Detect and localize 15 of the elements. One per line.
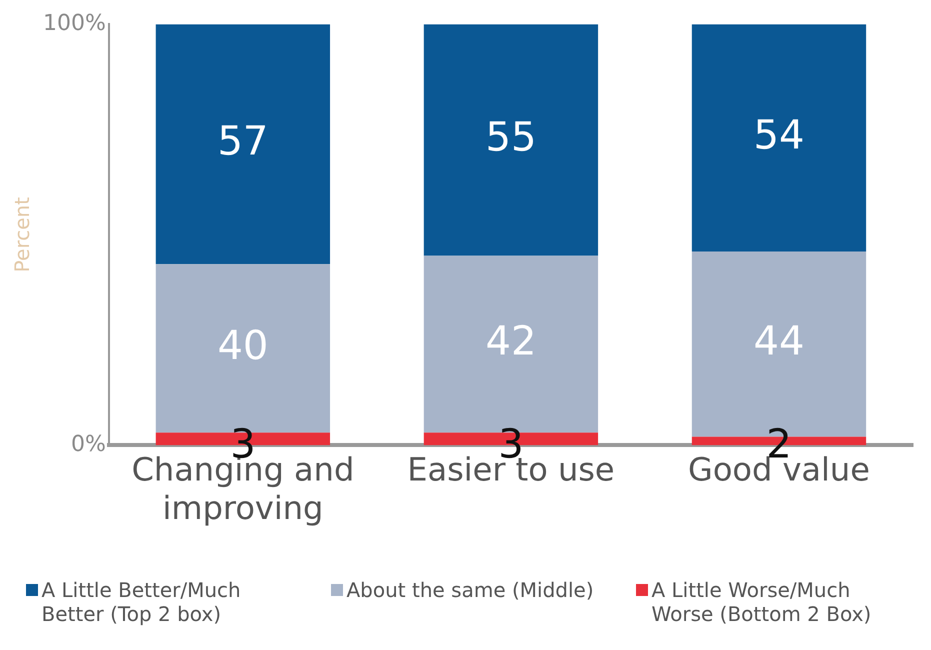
data-label: 57 (217, 118, 268, 165)
legend-label: A Little Worse/Much Worse (Bottom 2 Box) (652, 578, 872, 626)
data-label: 40 (217, 322, 268, 369)
data-label: 55 (485, 114, 536, 160)
legend-label: A Little Better/Much Better (Top 2 box) (42, 578, 242, 626)
y-tick-label: 0% (70, 432, 106, 457)
data-label: 44 (754, 318, 804, 365)
y-axis-title: Percent (10, 196, 34, 272)
bar (156, 24, 330, 264)
y-tick-label: 100% (42, 10, 106, 36)
legend-label: About the same (Middle) (346, 578, 594, 602)
bar (692, 24, 866, 252)
data-label: 54 (754, 112, 804, 158)
data-label: 42 (485, 318, 536, 365)
bar (424, 24, 598, 256)
